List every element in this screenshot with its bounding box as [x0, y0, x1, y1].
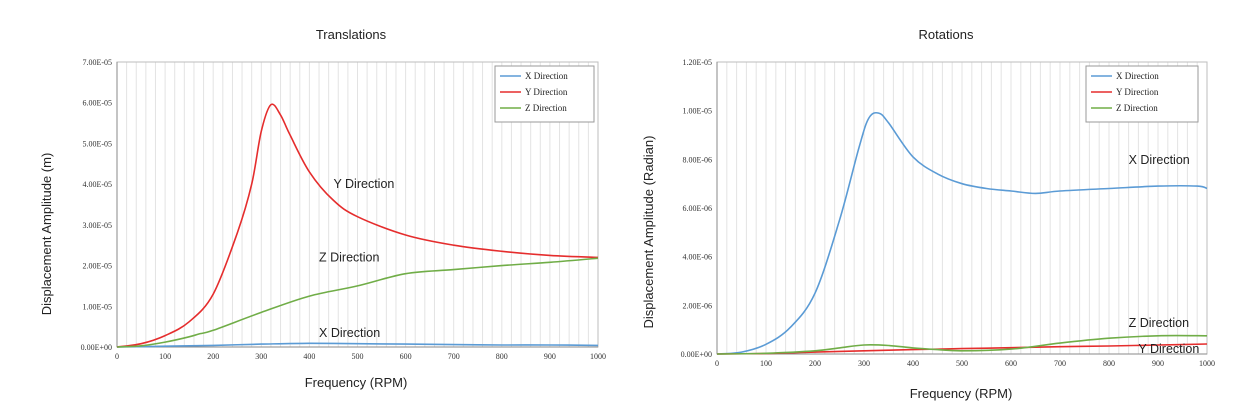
legend-entry: Z Direction: [525, 103, 567, 113]
x-tick-label: 600: [1005, 359, 1017, 368]
gridlines: [126, 62, 589, 347]
annotation-label: X Direction: [1129, 153, 1190, 167]
x-tick-label: 700: [448, 352, 460, 361]
annotation-label: Z Direction: [1129, 316, 1189, 330]
y-tick-label: 1.00E-05: [682, 107, 712, 116]
x-axis-title: Frequency (RPM): [305, 375, 408, 390]
legend: X Direction Y Direction Z Direction: [494, 65, 595, 123]
annotation-label: Z Direction: [319, 251, 379, 265]
y-tick-label: 1.20E-05: [682, 58, 712, 67]
x-tick-label: 600: [400, 352, 412, 361]
y-tick-label: 7.00E-05: [82, 58, 112, 67]
legend: X Direction Y Direction Z Direction: [1085, 65, 1199, 123]
chart-title: Rotations: [919, 27, 974, 42]
x-tick-label: 900: [1152, 359, 1164, 368]
legend-entry: X Direction: [1116, 71, 1159, 81]
y-axis-title: Displacement Amplitude (m): [39, 153, 54, 316]
x-tick-label: 1000: [590, 352, 606, 361]
legend-entry: Y Direction: [1116, 87, 1159, 97]
x-tick-label: 900: [544, 352, 556, 361]
y-tick-label: 8.00E-06: [682, 155, 712, 164]
y-tick-label: 0.00E+00: [81, 343, 112, 352]
x-tick-label: 0: [115, 352, 119, 361]
x-tick-label: 300: [255, 352, 267, 361]
x-tick-label: 400: [907, 359, 919, 368]
series-line-x-direction: [116, 342, 599, 348]
x-tick-label: 500: [352, 352, 364, 361]
series-line-y-direction: [116, 103, 599, 348]
series-line-z-direction: [716, 334, 1208, 355]
y-tick-label: 4.00E-06: [682, 253, 712, 262]
legend-entry: Z Direction: [1116, 103, 1158, 113]
annotation-label: Y Direction: [1138, 342, 1199, 356]
legend-entry: Y Direction: [525, 87, 568, 97]
x-tick-label: 700: [1054, 359, 1066, 368]
x-tick-label: 100: [159, 352, 171, 361]
y-tick-label: 3.00E-05: [82, 221, 112, 230]
translations-chart: Translations Frequency (RPM) Displacemen…: [39, 27, 606, 390]
y-tick-label: 2.00E-05: [82, 262, 112, 271]
y-tick-label: 0.00E+00: [681, 350, 712, 359]
x-axis-title: Frequency (RPM): [910, 386, 1013, 401]
annotation-label: X Direction: [319, 326, 380, 340]
x-tick-label: 200: [809, 359, 821, 368]
y-tick-label: 6.00E-06: [682, 204, 712, 213]
x-tick-label: 1000: [1199, 359, 1215, 368]
x-tick-label: 300: [858, 359, 870, 368]
y-tick-label: 4.00E-05: [82, 180, 112, 189]
annotation-label: Y Direction: [333, 177, 394, 191]
x-tick-label: 400: [303, 352, 315, 361]
y-tick-label: 2.00E-06: [682, 301, 712, 310]
y-tick-label: 1.00E-05: [82, 302, 112, 311]
gridlines: [726, 62, 1198, 354]
chart-title: Translations: [316, 27, 387, 42]
plot-area: 0 100 200 300 400 500 600 700 800 900 1000 0.00E+00…: [81, 58, 606, 361]
x-tick-label: 800: [1103, 359, 1115, 368]
x-tick-label: 800: [496, 352, 508, 361]
series-line-z-direction: [116, 257, 599, 348]
y-tick-label: 6.00E-05: [82, 99, 112, 108]
y-tick-label: 5.00E-05: [82, 139, 112, 148]
x-tick-label: 100: [760, 359, 772, 368]
y-axis-title: Displacement Amplitude (Radian): [641, 136, 656, 329]
x-tick-label: 500: [956, 359, 968, 368]
x-tick-label: 200: [207, 352, 219, 361]
plot-area: 0 100 200 300 400 500 600 700 800 900 1000 0.00E+00…: [681, 58, 1215, 368]
legend-entry: X Direction: [525, 71, 568, 81]
rotations-chart: Rotations Frequency (RPM) Displacement A…: [641, 27, 1215, 401]
x-tick-label: 0: [715, 359, 719, 368]
series-line-x-direction: [716, 111, 1208, 355]
